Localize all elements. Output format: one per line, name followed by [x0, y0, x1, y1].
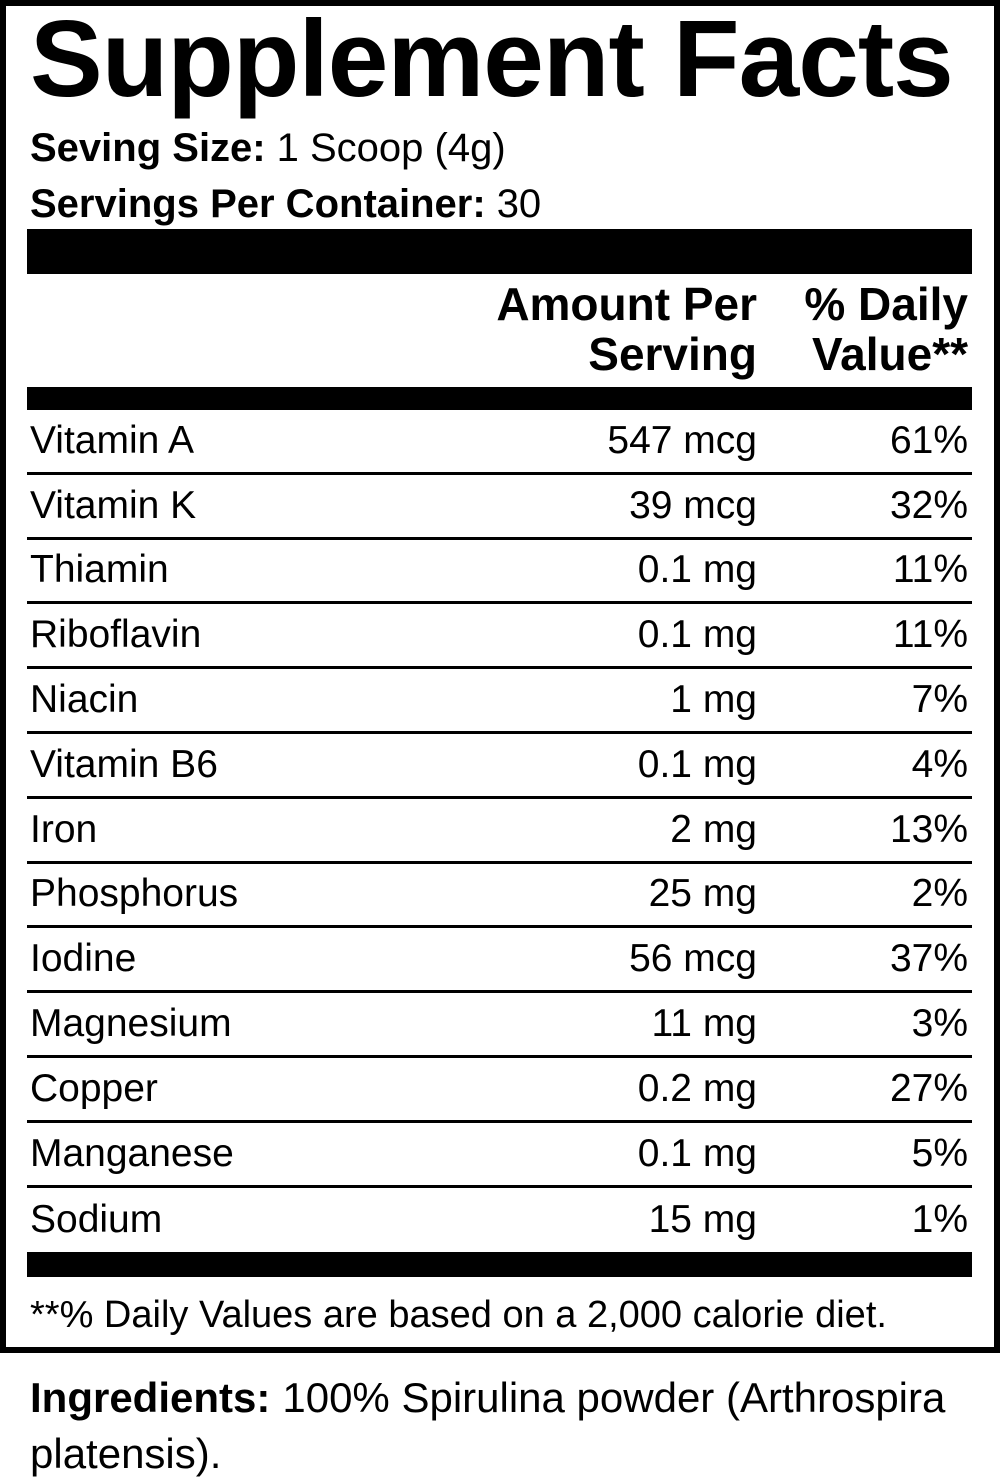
ingredients-line2: platensis). — [30, 1430, 222, 1477]
nutrient-amount: 15 mg — [648, 1197, 757, 1241]
servings-per-container-line: Servings Per Container: 30 — [30, 176, 972, 232]
nutrient-amount: 0.1 mg — [637, 742, 757, 786]
nutrient-dv: 4% — [911, 742, 968, 786]
nutrient-amount: 39 mcg — [629, 483, 757, 527]
table-row: Niacin 1 mg 7% — [27, 669, 972, 734]
nutrient-amount: 11 mg — [651, 1002, 758, 1046]
serving-size-value: 1 Scoop (4g) — [276, 126, 506, 170]
nutrient-amount: 0.1 mg — [637, 1131, 757, 1175]
table-row: Iodine 56 mcg 37% — [27, 928, 972, 994]
nutrient-name: Manganese — [30, 1131, 234, 1175]
nutrient-name: Magnesium — [30, 1002, 232, 1046]
divider-bar-thick — [27, 229, 972, 274]
table-row: Iron 2 mg 13% — [27, 799, 972, 864]
nutrient-dv: 3% — [911, 1002, 968, 1046]
nutrient-dv: 11% — [892, 548, 968, 592]
nutrient-name: Riboflavin — [30, 613, 202, 657]
serving-size-line: Seving Size: 1 Scoop (4g) — [30, 120, 972, 176]
nutrient-amount: 56 mcg — [629, 937, 757, 981]
serving-info: Seving Size: 1 Scoop (4g) Servings Per Co… — [30, 120, 972, 232]
ingredients-line1-text: 100% Spirulina powder (Arthrospira — [282, 1374, 946, 1421]
nutrient-name: Niacin — [30, 678, 139, 722]
nutrient-name: Copper — [30, 1066, 158, 1110]
nutrient-dv: 11% — [892, 613, 968, 657]
table-row: Phosphorus 25 mg 2% — [27, 864, 972, 929]
divider-bar-medium — [27, 387, 972, 410]
nutrient-name: Thiamin — [30, 548, 169, 592]
ingredients-line1: Ingredients: 100% Spirulina powder (Arthr… — [30, 1370, 975, 1426]
nutrient-amount: 1 mg — [670, 678, 757, 722]
nutrient-amount: 0.1 mg — [637, 613, 757, 657]
panel-title: Supplement Facts — [30, 0, 954, 120]
nutrient-dv: 37% — [889, 937, 968, 981]
nutrient-name: Sodium — [30, 1197, 163, 1241]
amount-per-serving-header: Amount Per Serving — [496, 278, 757, 380]
table-row: Manganese 0.1 mg 5% — [27, 1123, 972, 1188]
servings-per-container-value: 30 — [496, 182, 542, 226]
nutrient-name: Vitamin B6 — [30, 742, 218, 786]
divider-bar-bottom — [27, 1252, 972, 1278]
nutrient-table: Vitamin A 547 mcg 61% Vitamin K 39 mcg 3… — [27, 410, 972, 1252]
servings-per-container-label: Servings Per Container: — [30, 182, 486, 226]
nutrient-amount: 0.1 mg — [637, 548, 757, 592]
table-row: Vitamin K 39 mcg 32% — [27, 475, 972, 540]
nutrient-amount: 2 mg — [670, 807, 757, 851]
table-row: Vitamin B6 0.1 mg 4% — [27, 734, 972, 799]
nutrient-dv: 2% — [911, 872, 968, 916]
nutrient-amount: 25 mg — [648, 872, 757, 916]
table-row: Sodium 15 mg 1% — [27, 1188, 972, 1253]
nutrient-amount: 0.2 mg — [637, 1066, 757, 1110]
nutrient-dv: 27% — [889, 1066, 968, 1110]
nutrient-name: Vitamin A — [30, 418, 195, 462]
table-header-spacer — [27, 279, 496, 387]
nutrient-dv: 5% — [911, 1131, 968, 1175]
table-row: Copper 0.2 mg 27% — [27, 1058, 972, 1123]
nutrient-name: Iodine — [30, 937, 137, 981]
nutrient-name: Phosphorus — [30, 872, 239, 916]
table-row: Thiamin 0.1 mg 11% — [27, 540, 972, 605]
supplement-facts-panel: Supplement Facts Seving Size: 1 Scoop (4g… — [0, 0, 1000, 1353]
nutrient-dv: 61% — [889, 418, 968, 462]
daily-value-footnote: **% Daily Values are based on a 2,000 ca… — [30, 1294, 887, 1337]
nutrient-dv: 7% — [911, 678, 968, 722]
nutrient-dv: 32% — [889, 483, 968, 527]
serving-size-label: Seving Size: — [30, 126, 266, 170]
nutrient-dv: 13% — [889, 807, 968, 851]
table-row: Magnesium 11 mg 3% — [27, 993, 972, 1058]
table-row: Riboflavin 0.1 mg 11% — [27, 604, 972, 670]
nutrient-dv: 1% — [911, 1197, 968, 1241]
ingredients-section: Ingredients: 100% Spirulina powder (Arthr… — [30, 1370, 975, 1482]
ingredients-label: Ingredients: — [30, 1374, 271, 1421]
table-header-row: Amount Per Serving % Daily Value** — [27, 274, 972, 387]
table-row: Vitamin A 547 mcg 61% — [27, 410, 972, 475]
daily-value-header: % Daily Value** — [804, 278, 968, 380]
nutrient-name: Iron — [30, 807, 98, 851]
nutrient-amount: 547 mcg — [607, 418, 757, 462]
nutrient-name: Vitamin K — [30, 483, 197, 527]
